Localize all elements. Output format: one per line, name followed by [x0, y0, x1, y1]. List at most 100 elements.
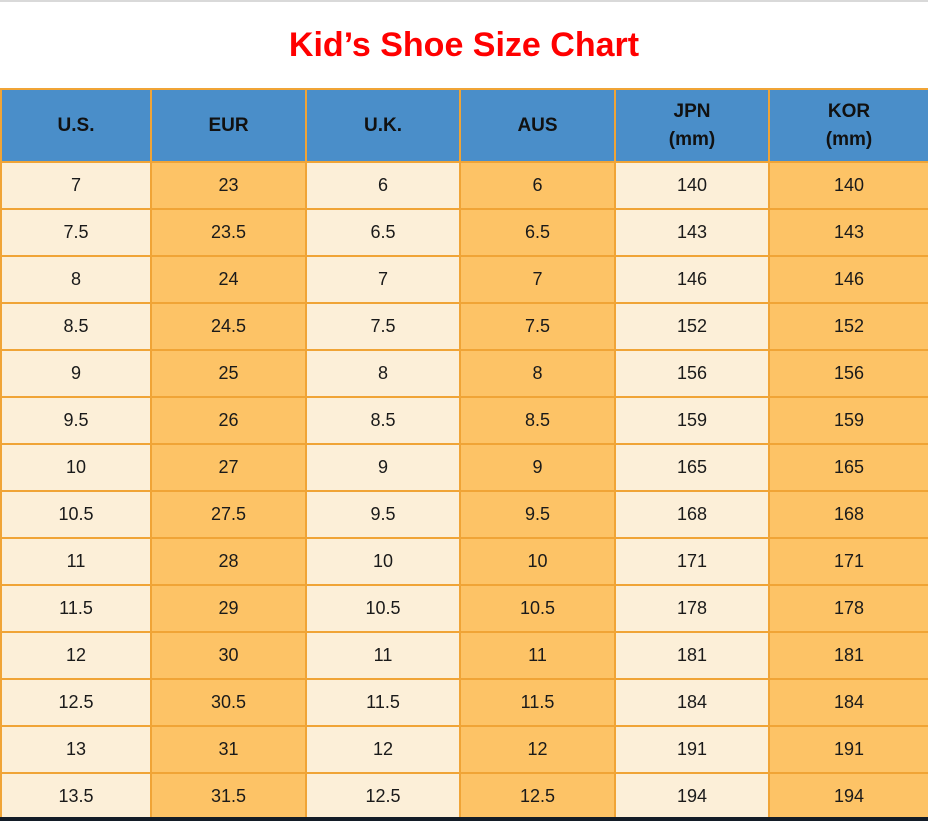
size-cell: 9.5 — [0, 396, 152, 445]
bottom-edge-divider — [0, 817, 928, 821]
size-cell: 24.5 — [150, 302, 307, 351]
size-cell: 24 — [150, 255, 307, 304]
size-cell: 9 — [459, 443, 616, 492]
table-row: 10.5 27.5 9.5 9.5 168 168 — [0, 490, 928, 539]
size-cell: 11 — [459, 631, 616, 680]
size-cell: 7.5 — [0, 208, 152, 257]
table-row: 12 30 11 11 181 181 — [0, 631, 928, 680]
size-cell: 9 — [305, 443, 461, 492]
size-cell: 7 — [0, 161, 152, 210]
size-cell: 9.5 — [459, 490, 616, 539]
size-cell: 8 — [459, 349, 616, 398]
table-row: 7.5 23.5 6.5 6.5 143 143 — [0, 208, 928, 257]
size-cell: 156 — [768, 349, 928, 398]
size-cell: 8.5 — [305, 396, 461, 445]
size-cell: 10.5 — [305, 584, 461, 633]
column-header-unit: (mm) — [825, 128, 873, 150]
column-header-label: KOR — [827, 100, 871, 122]
table-row: 13 31 12 12 191 191 — [0, 725, 928, 774]
size-cell: 30.5 — [150, 678, 307, 727]
size-cell: 194 — [614, 772, 770, 821]
table-row: 8 24 7 7 146 146 — [0, 255, 928, 304]
shoe-size-table: U.S. EUR U.K. AUS JPN (mm) KOR (mm) 7 23 6 6 140 140… — [0, 88, 928, 821]
size-cell: 12.5 — [459, 772, 616, 821]
column-header: AUS — [459, 88, 616, 163]
column-header-unit: (mm) — [668, 128, 716, 150]
size-cell: 23 — [150, 161, 307, 210]
column-header-label: U.S. — [57, 114, 95, 136]
column-header: KOR (mm) — [768, 88, 928, 163]
size-cell: 171 — [768, 537, 928, 586]
size-cell: 191 — [614, 725, 770, 774]
size-cell: 27 — [150, 443, 307, 492]
size-cell: 194 — [768, 772, 928, 821]
size-cell: 7 — [459, 255, 616, 304]
column-header: EUR — [150, 88, 307, 163]
size-cell: 27.5 — [150, 490, 307, 539]
size-cell: 143 — [614, 208, 770, 257]
size-cell: 156 — [614, 349, 770, 398]
size-cell: 140 — [768, 161, 928, 210]
size-cell: 152 — [614, 302, 770, 351]
size-cell: 12 — [0, 631, 152, 680]
size-cell: 23.5 — [150, 208, 307, 257]
size-cell: 181 — [768, 631, 928, 680]
size-cell: 6.5 — [459, 208, 616, 257]
title-bar: Kid’s Shoe Size Chart — [0, 2, 928, 88]
size-cell: 181 — [614, 631, 770, 680]
size-cell: 8.5 — [459, 396, 616, 445]
size-cell: 29 — [150, 584, 307, 633]
size-cell: 11.5 — [305, 678, 461, 727]
column-header-label: U.K. — [364, 114, 402, 136]
size-cell: 12 — [305, 725, 461, 774]
size-cell: 184 — [768, 678, 928, 727]
size-cell: 8 — [305, 349, 461, 398]
size-cell: 143 — [768, 208, 928, 257]
size-cell: 25 — [150, 349, 307, 398]
size-cell: 152 — [768, 302, 928, 351]
size-cell: 6 — [459, 161, 616, 210]
size-cell: 10.5 — [0, 490, 152, 539]
top-edge-divider — [0, 0, 928, 2]
header-row: U.S. EUR U.K. AUS JPN (mm) KOR (mm) — [0, 88, 928, 163]
column-header-label: JPN — [673, 100, 711, 122]
size-cell: 159 — [768, 396, 928, 445]
size-cell: 12.5 — [305, 772, 461, 821]
size-cell: 171 — [614, 537, 770, 586]
column-header: U.K. — [305, 88, 461, 163]
size-cell: 140 — [614, 161, 770, 210]
table-row: 12.5 30.5 11.5 11.5 184 184 — [0, 678, 928, 727]
page-title: Kid’s Shoe Size Chart — [288, 25, 640, 64]
table-row: 10 27 9 9 165 165 — [0, 443, 928, 492]
table-row: 11 28 10 10 171 171 — [0, 537, 928, 586]
size-cell: 11.5 — [0, 584, 152, 633]
table-row: 9.5 26 8.5 8.5 159 159 — [0, 396, 928, 445]
size-cell: 9 — [0, 349, 152, 398]
size-cell: 146 — [768, 255, 928, 304]
size-cell: 7.5 — [459, 302, 616, 351]
table-row: 13.5 31.5 12.5 12.5 194 194 — [0, 772, 928, 821]
size-cell: 146 — [614, 255, 770, 304]
size-cell: 13.5 — [0, 772, 152, 821]
size-cell: 8.5 — [0, 302, 152, 351]
size-cell: 7.5 — [305, 302, 461, 351]
size-cell: 31.5 — [150, 772, 307, 821]
column-header: U.S. — [0, 88, 152, 163]
size-cell: 26 — [150, 396, 307, 445]
size-cell: 165 — [614, 443, 770, 492]
size-cell: 30 — [150, 631, 307, 680]
size-cell: 178 — [768, 584, 928, 633]
table-row: 11.5 29 10.5 10.5 178 178 — [0, 584, 928, 633]
size-cell: 191 — [768, 725, 928, 774]
size-cell: 9.5 — [305, 490, 461, 539]
size-cell: 13 — [0, 725, 152, 774]
size-cell: 168 — [768, 490, 928, 539]
size-cell: 7 — [305, 255, 461, 304]
size-cell: 11 — [0, 537, 152, 586]
size-cell: 8 — [0, 255, 152, 304]
size-cell: 178 — [614, 584, 770, 633]
size-cell: 31 — [150, 725, 307, 774]
table-row: 8.5 24.5 7.5 7.5 152 152 — [0, 302, 928, 351]
size-cell: 159 — [614, 396, 770, 445]
